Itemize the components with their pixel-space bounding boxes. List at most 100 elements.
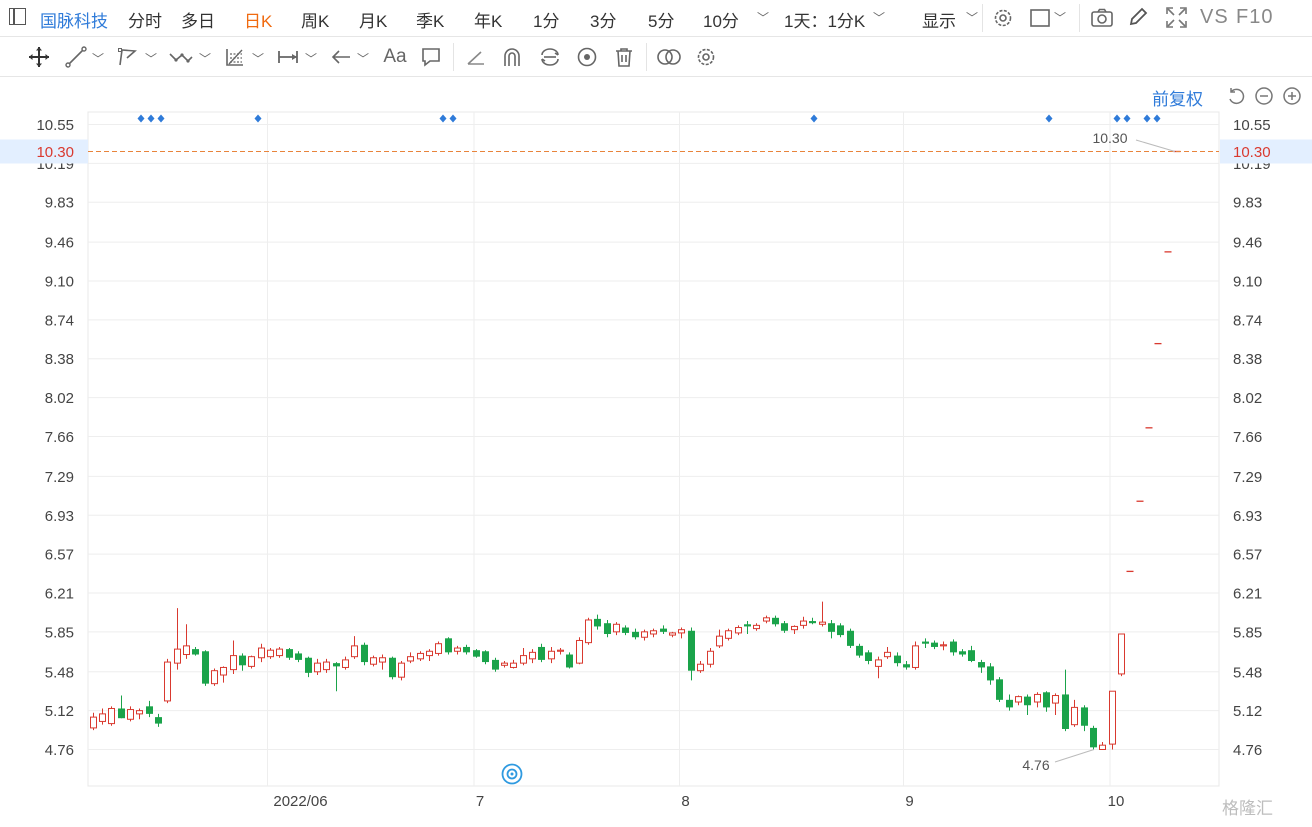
interval-select[interactable]: 1天：1分K xyxy=(784,12,866,31)
stock-name[interactable]: 国脉科技 xyxy=(40,12,108,31)
y-axis-left: 10.5510.199.839.469.108.748.388.027.667.… xyxy=(36,117,74,759)
gear-icon[interactable] xyxy=(992,7,1014,29)
camera-icon[interactable] xyxy=(1090,7,1114,29)
wave-tool-icon[interactable] xyxy=(168,37,194,77)
tab-weekly-k[interactable]: 周K xyxy=(301,12,330,31)
candle-up xyxy=(342,656,349,670)
fullscreen-icon[interactable] xyxy=(1165,6,1188,29)
display-menu[interactable]: 显示 xyxy=(922,12,956,31)
candle-body xyxy=(510,662,517,668)
y-tick-label: 6.93 xyxy=(45,508,74,525)
divider xyxy=(1079,4,1080,32)
candle-up xyxy=(1034,692,1041,708)
tab-daily-k[interactable]: 日K xyxy=(244,12,273,31)
extreme-labels: 10.30 4.76 xyxy=(1022,130,1176,773)
candle-body xyxy=(295,653,302,660)
pencil-icon[interactable] xyxy=(1127,6,1149,28)
arrow-chevron-icon[interactable]: ﹀ xyxy=(357,52,370,66)
line-tool-chevron-icon[interactable]: ﹀ xyxy=(92,52,105,66)
f10-button[interactable]: F10 xyxy=(1236,6,1274,28)
trash-icon[interactable] xyxy=(612,37,636,77)
tab-10min[interactable]: 10分 xyxy=(703,12,739,31)
tab-5min[interactable]: 5分 xyxy=(648,12,675,31)
interval-chevron-icon[interactable]: ﹀ xyxy=(873,11,886,25)
event-marker xyxy=(810,114,818,123)
tab-intraday[interactable]: 分时 xyxy=(128,12,162,31)
reset-icon[interactable] xyxy=(1226,86,1246,106)
candle-body xyxy=(1034,693,1041,703)
kline-chart[interactable]: 10.5510.199.839.469.108.748.388.027.667.… xyxy=(0,77,1312,827)
candle-body xyxy=(688,630,695,671)
candle-up xyxy=(183,624,190,659)
angle-tool-icon[interactable] xyxy=(464,37,488,77)
tab-monthly-k[interactable]: 月K xyxy=(359,12,388,31)
y-tick-label: 9.83 xyxy=(45,195,74,212)
candle-body xyxy=(1081,707,1088,726)
candle-body xyxy=(996,679,1003,700)
magnet-icon[interactable] xyxy=(500,37,524,77)
measure-chevron-icon[interactable]: ﹀ xyxy=(305,52,318,66)
comment-tool-icon[interactable] xyxy=(419,37,443,77)
adjust-mode-button[interactable]: 前复权 xyxy=(1152,90,1203,109)
eye-icon[interactable] xyxy=(575,37,599,77)
candle-down xyxy=(146,700,153,718)
y-axis-right: 10.5510.199.839.469.108.748.388.027.667.… xyxy=(1233,117,1271,759)
event-marker xyxy=(1153,114,1161,123)
y-tick-label: 9.83 xyxy=(1233,195,1262,212)
vs-button[interactable]: VS xyxy=(1200,6,1229,28)
text-tool-icon[interactable]: Aa xyxy=(383,46,407,67)
more-periods-chevron-icon[interactable]: ﹀ xyxy=(757,11,770,25)
candle-body xyxy=(492,659,499,670)
candle-body xyxy=(604,623,611,634)
zoom-out-icon[interactable] xyxy=(1254,86,1274,106)
measure-tool-icon[interactable] xyxy=(276,37,300,77)
tab-quarterly-k[interactable]: 季K xyxy=(416,12,445,31)
panel-toggle-icon[interactable] xyxy=(9,8,26,25)
tab-3min[interactable]: 3分 xyxy=(590,12,617,31)
candle-body xyxy=(417,652,424,660)
zoom-in-icon[interactable] xyxy=(1282,86,1302,106)
polyline-chevron-icon[interactable]: ﹀ xyxy=(145,52,158,66)
move-icon[interactable] xyxy=(26,37,52,77)
color-box-icon[interactable] xyxy=(1029,7,1051,29)
settings-icon[interactable] xyxy=(694,37,718,77)
candle-body xyxy=(968,650,975,661)
fib-tool-icon[interactable] xyxy=(223,37,247,77)
candle-down xyxy=(333,662,340,692)
candle-up xyxy=(417,651,424,661)
candle-down xyxy=(847,628,854,649)
arrow-tool-icon[interactable] xyxy=(329,37,353,77)
wave-chevron-icon[interactable]: ﹀ xyxy=(199,52,212,66)
y-tick-label: 10.55 xyxy=(1233,117,1271,134)
candle-body xyxy=(744,624,751,627)
candle-down xyxy=(660,625,667,634)
at-icon[interactable] xyxy=(501,763,523,785)
candle-down xyxy=(1043,691,1050,712)
tab-multi-day[interactable]: 多日 xyxy=(181,12,215,31)
color-chevron-icon[interactable]: ﹀ xyxy=(1054,11,1067,25)
price-tag-left-bg xyxy=(0,139,88,164)
y-tick-label: 8.02 xyxy=(45,390,74,407)
tab-yearly-k[interactable]: 年K xyxy=(474,12,503,31)
candle-body xyxy=(351,645,358,658)
candle-body xyxy=(146,706,153,714)
candle-up xyxy=(613,622,620,636)
candle-up xyxy=(407,652,414,664)
fib-chevron-icon[interactable]: ﹀ xyxy=(252,52,265,66)
candle-down xyxy=(389,656,396,680)
polyline-tool-icon[interactable] xyxy=(116,37,140,77)
candle-body xyxy=(1062,694,1069,729)
candle-body xyxy=(361,644,368,663)
event-markers[interactable] xyxy=(137,114,1161,123)
display-chevron-icon[interactable]: ﹀ xyxy=(966,11,979,25)
sync-icon[interactable] xyxy=(537,37,563,77)
candle-down xyxy=(959,649,966,657)
candle-up xyxy=(351,636,358,659)
candle-body xyxy=(389,657,396,678)
candle-up xyxy=(548,646,555,664)
compare-icon[interactable] xyxy=(656,37,682,77)
candle-body xyxy=(407,656,414,662)
y-tick-label: 5.12 xyxy=(45,703,74,720)
tab-1min[interactable]: 1分 xyxy=(533,12,560,31)
line-tool-icon[interactable] xyxy=(64,37,88,77)
